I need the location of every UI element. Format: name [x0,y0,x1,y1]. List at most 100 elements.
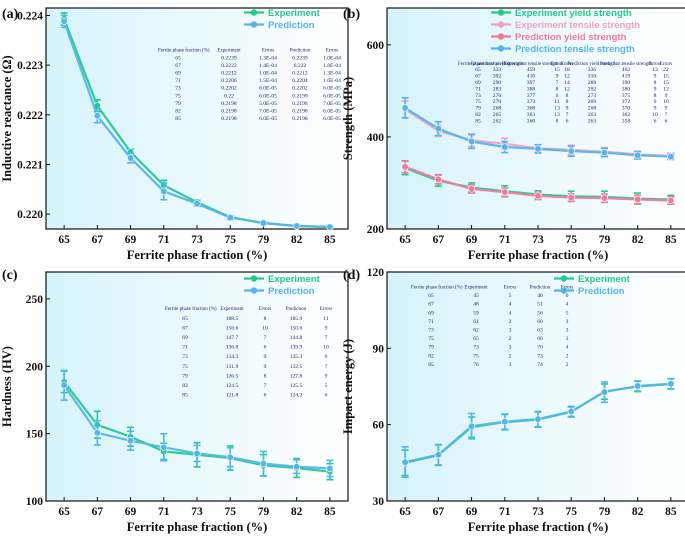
x-tick-label: 75 [224,506,236,518]
table-cell: 124.5 [226,383,239,389]
table-cell: 263 [588,112,597,118]
table-cell: 132.5 [290,364,303,370]
table-cell: 7 [264,335,267,341]
table-cell: 65 [475,67,481,73]
data-point [434,451,442,459]
x-axis-title: Ferrite phase fraction (%) [127,248,268,262]
x-axis-title: Ferrite phase fraction (%) [468,248,609,262]
x-axis-title: Ferrite phase fraction (%) [468,520,609,534]
table-cell: 65 [473,336,479,342]
table-cell: 85 [182,393,188,399]
table-cell: 0.2198 [292,116,308,122]
table-cell: 8 [556,118,559,124]
legend-entry: Prediction tensile strength [515,44,635,55]
table-cell: 0.2198 [221,109,237,115]
x-tick-label: 85 [665,506,677,518]
panel-label: (c) [2,268,18,283]
data-point [567,407,575,416]
table-cell: 9 [654,99,657,105]
table-cell: 0.2202 [292,86,308,92]
table-header-cell: Ferrite phase fraction (%) [411,285,463,290]
y-tick-label: 90 [373,343,385,355]
table-cell: 69 [475,80,481,86]
table-cell: 6 [566,118,569,124]
y-tick-label: 0.220 [17,209,43,221]
table-cell: 265 [493,112,502,118]
table-cell: 63 [537,327,543,333]
table-cell: 370 [622,106,631,112]
table-cell: 15 [554,67,560,73]
data-point [160,443,168,451]
table-header-cell: Experiment [220,307,244,312]
table-cell: 363 [527,112,536,118]
data-table: Ferrite phase fraction (%) Experiment Erro… [411,285,573,367]
table-cell: 372 [622,99,631,105]
table-cell: 65 [175,55,181,61]
data-point [567,147,575,155]
x-tick-label: 79 [599,234,611,246]
table-cell: 3 [566,327,569,333]
x-tick-label: 82 [632,506,644,518]
table-cell: 0.2199 [292,93,308,99]
x-tick-label: 67 [92,506,104,518]
table-cell: 69 [428,310,434,316]
table-cell: 1.0E-04 [259,71,277,77]
data-point [326,223,334,231]
table-cell: 3 [566,336,569,342]
table-cell: 7 [566,112,569,118]
table-cell: 8 [566,99,569,105]
y-axis-title: Inductive reactance (Ω) [0,55,14,181]
table-cell: 9 [654,74,657,80]
table-cell: 73 [428,327,434,333]
table-header-cell: Prediction [286,307,307,312]
y-tick-label: 200 [26,361,44,373]
table-cell: 302 [493,74,502,80]
data-point [467,185,476,193]
data-point [401,458,409,466]
data-point [93,429,101,437]
table-cell: 269 [588,99,597,105]
table-cell: 125.5 [290,383,303,389]
table-cell: 65 [182,316,188,322]
table-cell: 82 [175,109,181,115]
table-cell: 7 [325,335,328,341]
table-cell: 419 [622,74,631,80]
table-cell: 85 [475,118,481,124]
legend-entry: Prediction [268,286,315,297]
table-cell: 79 [428,345,434,351]
data-point [193,449,201,458]
table-cell: 12 [564,86,570,92]
table-cell: 135.3 [290,354,303,360]
data-point [634,195,642,204]
table-cell: 6.0E-05 [259,116,277,122]
series-pred [401,377,675,479]
data-point [634,382,642,390]
table-cell: 7 [264,383,267,389]
table-cell: 8 [566,93,569,99]
table-cell: 71 [175,78,181,84]
data-point [567,194,575,202]
table-cell: 67 [428,302,434,308]
table-cell: 73 [175,86,181,92]
table-cell: 2 [509,353,512,359]
y-tick-label: 100 [26,496,44,508]
table-header-cell: Experiment [464,285,488,290]
table-header-cell: Experiment yield strength [471,62,523,67]
x-tick-label: 71 [499,234,511,246]
table-cell: 76 [473,362,479,368]
y-tick-label: 400 [367,132,385,144]
series-pred [60,14,334,231]
table-cell: 15 [663,80,669,86]
table-cell: 134.3 [226,354,239,360]
legend-marker [497,45,505,52]
data-point [226,213,234,222]
legend-entry: Experiment [268,8,321,19]
x-tick-label: 65 [58,506,70,518]
table-cell: 0.2206 [221,78,237,84]
table-cell: 2 [509,319,512,325]
table-cell: 1.5E-04 [259,78,277,84]
table-cell: 5 [325,383,328,389]
